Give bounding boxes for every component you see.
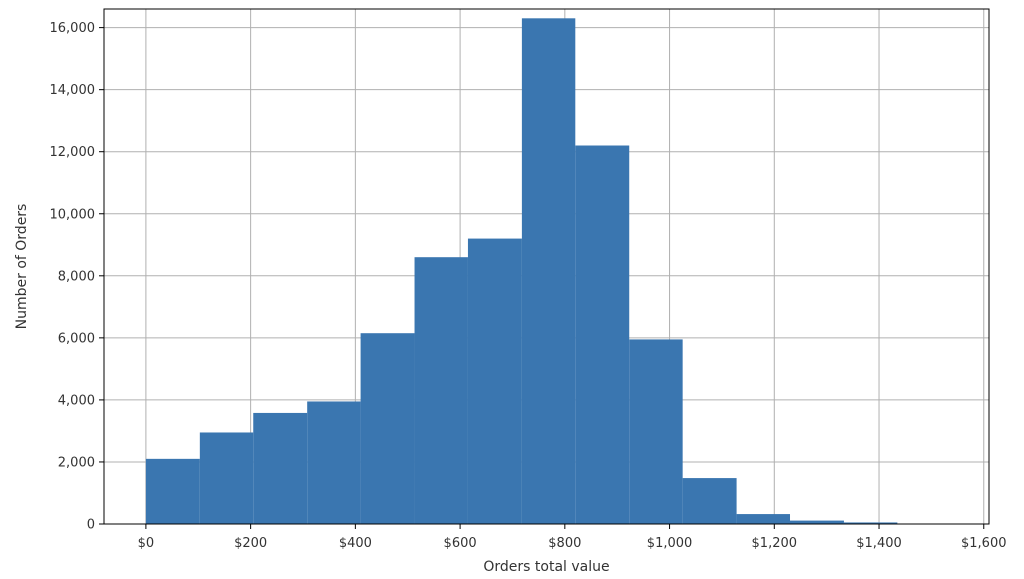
histogram-bar	[629, 339, 683, 524]
y-axis-title: Number of Orders	[14, 204, 30, 330]
y-axis: 0 2,000 4,000 6,000 8,000 10,000 12,000 14,000 1…	[50, 21, 104, 533]
x-tick-label: $200	[234, 536, 267, 551]
x-tick-label: $1,400	[856, 536, 902, 551]
y-tick-label: 8,000	[58, 269, 95, 284]
y-tick-label: 10,000	[50, 207, 96, 222]
x-axis-title: Orders total value	[483, 559, 609, 575]
x-tick-label: $1,000	[647, 536, 693, 551]
histogram-bar	[307, 401, 361, 524]
y-tick-label: 6,000	[58, 331, 95, 346]
histogram-bar	[843, 522, 898, 524]
plot-frame	[103, 8, 990, 525]
y-tick-label: 4,000	[58, 393, 95, 408]
histogram-bar	[736, 514, 791, 524]
x-tick-label: $1,600	[961, 536, 1007, 551]
x-axis: $0 $200 $400 $600 $800 $1,000 $1,200 $1,400 $1,6…	[138, 524, 1007, 551]
histogram-bar	[467, 238, 522, 524]
x-tick-label: $600	[444, 536, 477, 551]
x-tick-label: $1,200	[752, 536, 798, 551]
histogram-bar	[575, 145, 630, 524]
bars	[145, 18, 952, 525]
histogram-bar	[145, 458, 200, 524]
y-tick-label: 14,000	[50, 83, 96, 98]
histogram-bar	[199, 432, 254, 524]
x-tick-label: $800	[548, 536, 581, 551]
y-tick-label: 12,000	[50, 145, 96, 160]
y-tick-label: 16,000	[50, 21, 96, 36]
x-tick-label: $0	[138, 536, 155, 551]
histogram-bar	[521, 18, 576, 525]
x-tick-label: $400	[339, 536, 372, 551]
histogram-bar	[682, 478, 737, 524]
histogram-bar	[790, 520, 844, 524]
histogram-bar	[414, 257, 468, 524]
histogram-bar	[253, 412, 308, 524]
histogram-bar	[360, 333, 415, 524]
y-tick-label: 0	[87, 518, 95, 533]
y-tick-label: 2,000	[58, 455, 95, 470]
